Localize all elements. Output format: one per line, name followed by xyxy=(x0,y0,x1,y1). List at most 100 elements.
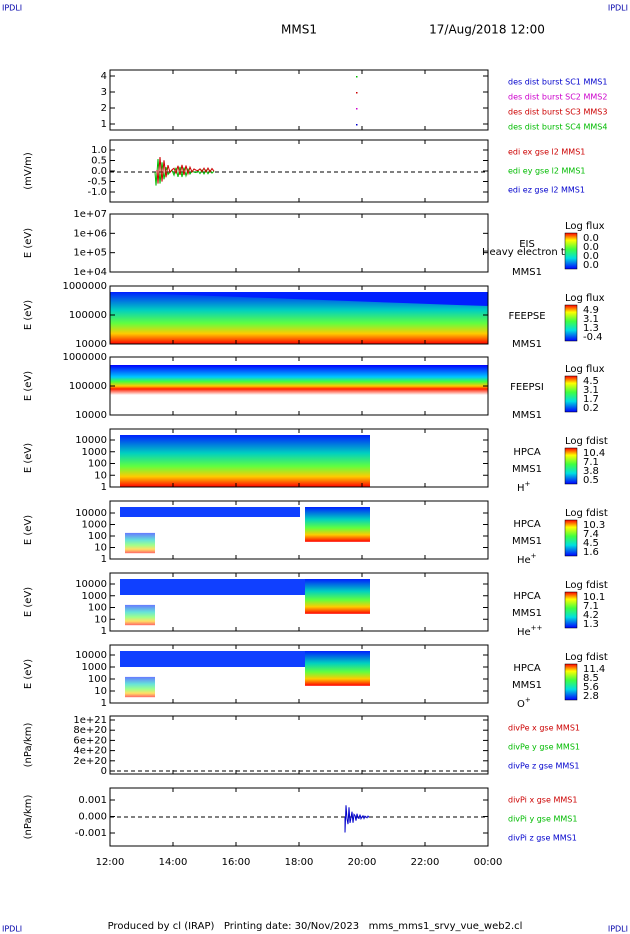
spectrogram xyxy=(125,604,155,626)
colorbar xyxy=(564,519,578,557)
legend-entry: des dist burst SC1 MMS1 xyxy=(508,78,607,87)
y-axis-label: E (eV) xyxy=(23,228,34,258)
spectrogram xyxy=(125,676,155,698)
burst-dot xyxy=(356,92,358,94)
y-tick-label: 10 xyxy=(94,686,107,697)
spacecraft-label: MMS1 xyxy=(512,536,542,547)
y-axis-label: E (eV) xyxy=(23,587,34,617)
legend-entry: edi ex gse l2 MMS1 xyxy=(508,148,585,157)
instrument-label: HPCA xyxy=(513,591,541,602)
y-tick-label: 100000 xyxy=(69,381,107,392)
colorbar-label: 0.0 xyxy=(583,260,599,271)
y-axis-label: (nPa/km) xyxy=(23,723,34,768)
species-charge: + xyxy=(525,480,531,488)
species-label: H+ xyxy=(517,480,531,494)
spectrogram xyxy=(305,651,370,686)
spacecraft-label: MMS1 xyxy=(512,267,542,278)
corner-label: IPDLI xyxy=(608,925,628,934)
burst-dot xyxy=(356,108,358,110)
instrument-label: HPCA xyxy=(513,663,541,674)
y-tick-label: 1 xyxy=(101,698,107,709)
colorbar-label: 0.0 xyxy=(583,242,599,253)
y-tick-label: 2 xyxy=(101,103,107,114)
legend-entry: edi ez gse l2 MMS1 xyxy=(508,186,585,195)
colorbar-label: 1.7 xyxy=(583,394,599,405)
y-axis-label: E (eV) xyxy=(23,443,34,473)
y-tick-label: 1000000 xyxy=(62,281,107,292)
y-tick-label: 4 xyxy=(101,71,107,82)
colorbar-title: Log fdist xyxy=(565,652,608,663)
waveform xyxy=(156,156,215,184)
panel-frame xyxy=(109,715,489,775)
footer: Produced by cl (IRAP) Printing date: 30/… xyxy=(108,921,523,932)
x-tick-label: 14:00 xyxy=(159,857,188,868)
y-tick-label: 2e+20 xyxy=(73,756,107,767)
y-tick-label: 10 xyxy=(94,543,107,554)
y-tick-label: 10 xyxy=(94,614,107,625)
corner-label: IPDLI xyxy=(2,4,22,13)
colorbar xyxy=(564,447,578,485)
panel-frame xyxy=(109,69,489,131)
spectrogram xyxy=(120,579,305,595)
y-tick-label: 1 xyxy=(101,482,107,493)
y-tick-label: 100000 xyxy=(69,310,107,321)
y-tick-label: -1.0 xyxy=(87,187,107,198)
species-base: O xyxy=(517,699,525,710)
instrument-label: FEEPSI xyxy=(510,382,544,393)
overlap-note: Heavy electron to xyxy=(482,247,571,258)
y-tick-label: 10000 xyxy=(75,435,107,446)
spacecraft-label: MMS1 xyxy=(512,608,542,619)
y-tick-label: 10000 xyxy=(75,410,107,421)
y-tick-label: 100 xyxy=(88,531,107,542)
y-tick-label: 0 xyxy=(101,766,107,777)
spectrogram xyxy=(120,435,370,487)
spectrogram xyxy=(305,579,370,614)
species-label: He+ xyxy=(517,552,537,566)
instrument-label: HPCA xyxy=(513,519,541,530)
colorbar-title: Log fdist xyxy=(565,508,608,519)
colorbar-label: 1.6 xyxy=(583,547,599,558)
colorbar-label: 1.3 xyxy=(583,323,599,334)
colorbar-label: 1.3 xyxy=(583,619,599,630)
y-tick-label: 0.5 xyxy=(91,156,107,167)
legend-entry: des dist burst SC3 MMS3 xyxy=(508,108,607,117)
legend-entry: divPi x gse MMS1 xyxy=(508,796,577,805)
species-charge: ++ xyxy=(531,624,543,632)
colorbar-title: Log fdist xyxy=(565,436,608,447)
colorbar-label: 10.4 xyxy=(583,448,605,459)
colorbar-title: Log flux xyxy=(565,293,605,304)
y-axis-label: (nPa/km) xyxy=(23,795,34,840)
y-tick-label: 1000 xyxy=(82,662,107,673)
spacecraft-label: MMS1 xyxy=(512,410,542,421)
x-tick-label: 20:00 xyxy=(348,857,377,868)
species-label: He++ xyxy=(517,624,543,638)
y-tick-label: 10000 xyxy=(75,339,107,350)
y-tick-label: 10 xyxy=(94,470,107,481)
colorbar-label: 4.5 xyxy=(583,538,599,549)
y-tick-label: 1e+07 xyxy=(73,209,107,220)
colorbar xyxy=(564,232,578,270)
waveform xyxy=(344,805,370,833)
legend-entry: des dist burst SC2 MMS2 xyxy=(508,93,607,102)
y-tick-label: 100 xyxy=(88,603,107,614)
colorbar-label: 5.6 xyxy=(583,682,599,693)
y-tick-label: -0.5 xyxy=(87,177,107,188)
y-tick-label: 1000 xyxy=(82,591,107,602)
y-tick-label: 4e+20 xyxy=(73,746,107,757)
waveform xyxy=(154,158,215,186)
colorbar-label: 10.3 xyxy=(583,520,605,531)
colorbar-label: 0.5 xyxy=(583,475,599,486)
datetime-title: 17/Aug/2018 12:00 xyxy=(429,23,545,37)
colorbar-label: 8.5 xyxy=(583,673,599,684)
species-label: O+ xyxy=(517,696,531,710)
colorbar-label: -0.4 xyxy=(583,332,603,343)
y-tick-label: 0.001 xyxy=(78,795,107,806)
spectrogram xyxy=(125,532,155,554)
species-charge: + xyxy=(531,552,537,560)
y-tick-label: 0.000 xyxy=(78,812,107,823)
colorbar-label: 11.4 xyxy=(583,664,605,675)
colorbar-label: 7.1 xyxy=(583,457,599,468)
instrument-label: FEEPSE xyxy=(508,311,545,322)
colorbar-label: 4.5 xyxy=(583,376,599,387)
